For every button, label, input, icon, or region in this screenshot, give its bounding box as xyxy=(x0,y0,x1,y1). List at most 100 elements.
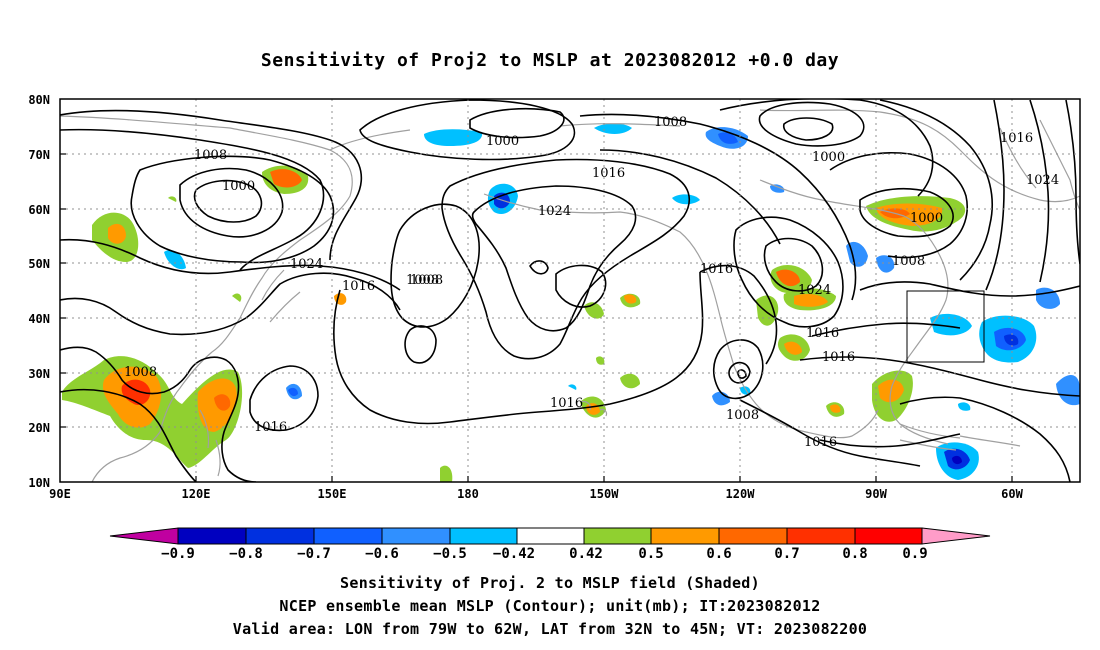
mslp-contour xyxy=(737,369,747,379)
shaded-sensitivity xyxy=(62,123,1080,482)
colorbar-label: −0.9 xyxy=(161,546,195,560)
contour-label: 1016 xyxy=(550,396,583,411)
negative-sensitivity-area xyxy=(594,123,632,134)
positive-sensitivity-area xyxy=(270,169,302,188)
colorbar-box xyxy=(245,527,315,545)
negative-sensitivity-area xyxy=(424,129,483,146)
positive-sensitivity-area xyxy=(440,465,453,482)
negative-sensitivity-area xyxy=(288,387,298,397)
mslp-contour xyxy=(555,264,607,308)
colorbar-label: 0.7 xyxy=(774,546,799,560)
mslp-contour xyxy=(758,101,865,147)
graticule xyxy=(60,99,1080,482)
mslp-contour xyxy=(333,271,704,425)
contour-label: 1016 xyxy=(822,350,855,365)
mslp-contour xyxy=(249,365,319,432)
colorbar-box xyxy=(854,527,923,545)
contour-label: 1016 xyxy=(592,166,625,181)
contour-label: 1008 xyxy=(124,365,157,380)
mslp-contour xyxy=(879,99,993,281)
lon-label: 150W xyxy=(590,487,620,501)
contour-label: 1016 xyxy=(342,279,375,294)
colorbar-label: −0.6 xyxy=(365,546,399,560)
colorbar-label: −0.7 xyxy=(297,546,331,560)
colorbar-box xyxy=(650,527,720,545)
mslp-contour xyxy=(1029,99,1050,283)
sensitivity-map: 1000 1008 1016 1024 1000 1008 1016 1024 … xyxy=(28,93,1081,560)
lat-label: 40N xyxy=(28,312,50,326)
contour-label: 1008 xyxy=(726,408,759,423)
mslp-contour xyxy=(60,128,325,271)
colorbar-labels: −0.9 −0.8 −0.7 −0.6 −0.5 −0.42 0.42 0.5 … xyxy=(161,546,928,560)
lat-label: 80N xyxy=(28,93,50,107)
ticks xyxy=(60,153,1013,482)
positive-sensitivity-area xyxy=(624,294,637,304)
contour-label: 1000 xyxy=(910,211,943,226)
negative-sensitivity-area xyxy=(718,132,738,144)
mslp-contour xyxy=(712,339,764,400)
mslp-contour xyxy=(819,433,961,448)
lon-label: 120W xyxy=(726,487,756,501)
lat-label: 10N xyxy=(28,476,50,490)
colorbar-label: 0.8 xyxy=(842,546,867,560)
valid-area-box xyxy=(906,290,985,363)
colorbar-left-arrow xyxy=(109,527,179,545)
mslp-contour xyxy=(359,99,576,161)
positive-sensitivity-area xyxy=(214,394,231,411)
negative-sensitivity-area xyxy=(952,455,962,465)
contour-label: 1016 xyxy=(254,420,287,435)
lon-label: 60W xyxy=(1001,487,1023,501)
contour-label: 1008 xyxy=(410,273,443,288)
mslp-contour xyxy=(130,155,335,264)
mslp-contour xyxy=(985,99,1005,291)
coastline-east-asia xyxy=(60,115,353,482)
colorbar-box xyxy=(449,527,518,545)
coastline-japan xyxy=(261,269,301,323)
coastline-arctic xyxy=(329,109,1080,203)
mslp-contour xyxy=(179,167,284,238)
mslp-contour xyxy=(739,399,921,467)
mslp-contour xyxy=(390,203,480,328)
negative-sensitivity-area xyxy=(958,402,971,411)
longitude-labels: 90E 120E 150E 180 150W 120W 90W 60W xyxy=(49,487,1023,501)
contour-label: 1024 xyxy=(1026,173,1059,188)
contour-label: 1016 xyxy=(1000,131,1033,146)
negative-sensitivity-area xyxy=(1004,334,1019,346)
colorbar-box xyxy=(583,527,652,545)
negative-sensitivity-area xyxy=(876,255,895,273)
mslp-contour xyxy=(60,346,257,482)
mslp-contour xyxy=(441,158,691,360)
pressure-contours xyxy=(60,99,1080,482)
contour-label: 1024 xyxy=(798,283,831,298)
contour-label: 1008 xyxy=(654,115,687,130)
contour-label: 1008 xyxy=(194,148,227,163)
contour-labels: 1000 1008 1016 1024 1000 1008 1016 1024 … xyxy=(124,115,1059,450)
contour-label: 1016 xyxy=(806,326,839,341)
colorbar-box xyxy=(718,527,788,545)
mslp-contour xyxy=(728,361,751,384)
lon-label: 120E xyxy=(182,487,211,501)
colorbar-label: −0.5 xyxy=(433,546,467,560)
mslp-contour xyxy=(60,388,197,482)
colorbar xyxy=(109,527,991,545)
coastline-caribbean xyxy=(899,435,1021,451)
colorbar-label: 0.5 xyxy=(638,546,663,560)
positive-sensitivity-area xyxy=(784,341,802,355)
colorbar-box xyxy=(381,527,451,545)
coastline-philippines xyxy=(199,409,221,477)
caption-contour: NCEP ensemble mean MSLP (Contour); unit(… xyxy=(279,597,821,615)
plot-title: Sensitivity of Proj2 to MSLP at 20230820… xyxy=(260,50,840,71)
mslp-contour xyxy=(799,356,1080,397)
contour-label: 1016 xyxy=(700,262,733,277)
coastline-gulf-of-mexico xyxy=(805,409,961,439)
positive-sensitivity-area xyxy=(232,293,242,302)
lon-label: 90W xyxy=(865,487,887,501)
latitude-labels: 80N 70N 60N 50N 40N 30N 20N 10N xyxy=(28,93,50,490)
plot-frame xyxy=(59,98,1081,483)
positive-sensitivity-area xyxy=(334,293,347,305)
mslp-contour xyxy=(599,149,781,245)
colorbar-right-arrow xyxy=(921,527,991,545)
positive-sensitivity-area xyxy=(620,373,640,389)
mslp-contour xyxy=(899,396,1071,482)
positive-sensitivity-area xyxy=(168,196,177,202)
